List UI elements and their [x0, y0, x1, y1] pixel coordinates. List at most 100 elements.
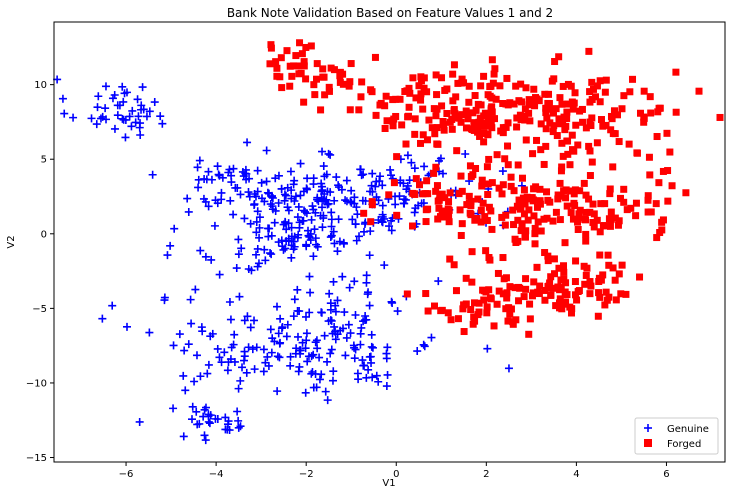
forged-point [509, 206, 517, 214]
forged-point [302, 43, 310, 51]
forged-point [513, 123, 521, 131]
forged-point [467, 197, 475, 205]
genuine-point [361, 311, 370, 320]
genuine-point [265, 224, 274, 233]
genuine-point [204, 202, 213, 211]
forged-point [615, 270, 623, 278]
forged-point [558, 139, 566, 147]
forged-point [381, 124, 389, 132]
genuine-point [299, 216, 308, 225]
genuine-point [286, 167, 295, 176]
forged-point [582, 191, 590, 199]
forged-point [608, 115, 616, 123]
genuine-point [261, 358, 270, 367]
forged-point [488, 225, 496, 233]
forged-point [417, 139, 425, 147]
genuine-point [113, 111, 122, 120]
forged-point [525, 96, 533, 104]
genuine-point [323, 396, 332, 405]
genuine-point [374, 215, 383, 224]
forged-point [632, 199, 640, 207]
forged-point [476, 132, 484, 140]
y-tick-label: −5 [32, 304, 47, 315]
genuine-point [101, 104, 110, 113]
genuine-point [393, 307, 402, 316]
genuine-point [325, 289, 334, 298]
forged-point [535, 97, 543, 105]
forged-point [339, 80, 347, 88]
genuine-point [438, 169, 447, 178]
forged-point [531, 100, 539, 108]
forged-point [556, 295, 564, 303]
genuine-point [367, 342, 376, 351]
genuine-point [359, 170, 368, 179]
forged-point [462, 274, 470, 282]
genuine-point [327, 345, 336, 354]
forged-point [452, 112, 460, 120]
forged-point [537, 120, 545, 128]
genuine-point [251, 192, 260, 201]
genuine-point [327, 215, 336, 224]
genuine-point [240, 214, 249, 223]
genuine-point [306, 288, 315, 297]
forged-point [313, 60, 321, 68]
genuine-point [317, 194, 326, 203]
forged-point [611, 276, 619, 284]
genuine-point [333, 296, 342, 305]
forged-point [411, 130, 419, 138]
forged-point [462, 300, 470, 308]
forged-point [545, 100, 553, 108]
genuine-point [199, 412, 208, 421]
genuine-point [252, 250, 261, 259]
forged-point [607, 208, 615, 216]
forged-point [360, 209, 368, 217]
forged-point [479, 199, 487, 207]
genuine-point [296, 346, 305, 355]
genuine-point [368, 169, 377, 178]
forged-point [409, 74, 417, 82]
forged-point [569, 215, 577, 223]
forged-point [488, 56, 496, 64]
forged-point [672, 108, 680, 116]
genuine-point [434, 277, 443, 286]
forged-point [557, 276, 565, 284]
forged-point [541, 249, 549, 257]
forged-point [596, 98, 604, 106]
forged-point [313, 75, 321, 83]
genuine-point [391, 200, 400, 209]
genuine-point [238, 363, 247, 372]
forged-point [298, 50, 306, 58]
forged-point [647, 208, 655, 216]
forged-point [432, 163, 440, 171]
forged-point [445, 213, 453, 221]
forged-point [468, 125, 476, 133]
genuine-point [378, 212, 387, 221]
forged-point [499, 181, 507, 189]
genuine-point [357, 323, 366, 332]
x-tick-label: −6 [119, 469, 134, 480]
forged-point [599, 222, 607, 230]
forged-point [507, 182, 515, 190]
genuine-point [291, 192, 300, 201]
forged-point [617, 290, 625, 298]
genuine-point [286, 361, 295, 370]
genuine-point [298, 338, 307, 347]
forged-point [601, 301, 609, 309]
genuine-point [278, 323, 287, 332]
forged-point [415, 82, 423, 90]
genuine-point [387, 216, 396, 225]
genuine-point [338, 324, 347, 333]
forged-point [552, 208, 560, 216]
genuine-point [329, 227, 338, 236]
forged-point [480, 129, 488, 137]
forged-point [636, 109, 644, 117]
forged-point [586, 172, 594, 180]
forged-point [646, 93, 654, 101]
genuine-point [253, 262, 262, 271]
genuine-point [110, 124, 119, 133]
forged-point [417, 96, 425, 104]
genuine-point [342, 197, 351, 206]
forged-point [625, 140, 633, 148]
forged-point [569, 105, 577, 113]
forged-point [575, 214, 583, 222]
